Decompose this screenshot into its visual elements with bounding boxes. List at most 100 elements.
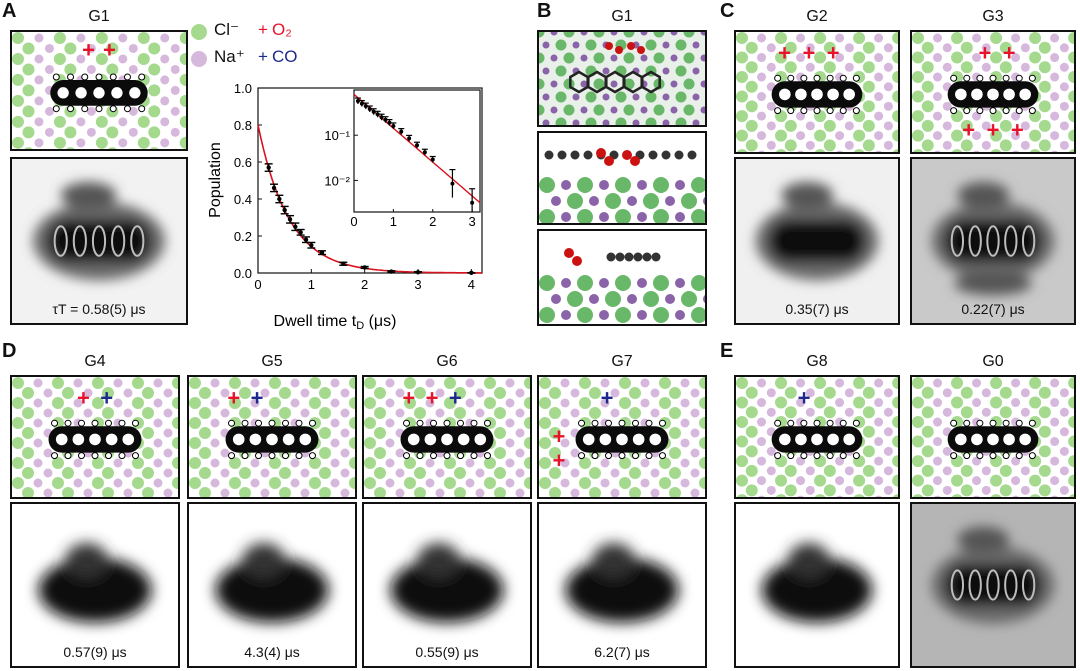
cl-ion bbox=[52, 377, 64, 389]
hydrogen-atom bbox=[416, 452, 424, 460]
y-tick-label: 0.0 bbox=[234, 266, 252, 281]
na-ion bbox=[690, 448, 700, 458]
carbon-atom bbox=[661, 150, 671, 160]
na-ion bbox=[34, 33, 44, 43]
inset-data-point bbox=[415, 143, 419, 148]
na-atom bbox=[572, 119, 580, 125]
cl-ion bbox=[179, 52, 186, 65]
na-ion bbox=[981, 43, 991, 53]
cl-ion bbox=[229, 457, 241, 469]
data-point bbox=[309, 243, 314, 248]
na-ion bbox=[570, 408, 580, 418]
cl-ion bbox=[102, 407, 114, 419]
cl-ion bbox=[589, 467, 601, 479]
cl-ion bbox=[892, 32, 898, 44]
cl-ion bbox=[951, 474, 964, 487]
cl-ion bbox=[53, 52, 66, 65]
na-ion bbox=[690, 468, 700, 478]
cl-ion bbox=[1038, 464, 1051, 477]
cl-ion bbox=[52, 397, 64, 409]
na-ion bbox=[680, 418, 690, 428]
cl-ion bbox=[912, 51, 924, 64]
cl-ion bbox=[669, 487, 681, 497]
cl-ion bbox=[142, 387, 154, 399]
na-ion bbox=[610, 408, 620, 418]
cl-ion bbox=[12, 32, 24, 44]
hydrogen-atom bbox=[295, 452, 303, 460]
na-atom bbox=[599, 310, 609, 320]
na-ion bbox=[874, 378, 884, 388]
cl-ion bbox=[921, 484, 934, 497]
cl-ion bbox=[494, 387, 506, 399]
na-ion bbox=[874, 53, 884, 63]
na-ion bbox=[210, 478, 220, 488]
ring-hole bbox=[987, 433, 999, 446]
na-ion bbox=[680, 478, 690, 488]
na-ion bbox=[805, 140, 815, 150]
hydrogen-atom bbox=[308, 452, 316, 460]
afm-blur-group bbox=[38, 542, 152, 623]
cl-ion bbox=[494, 427, 506, 439]
na-ion bbox=[170, 85, 180, 95]
na-ion bbox=[1059, 466, 1069, 476]
hydrogen-atom bbox=[839, 107, 847, 115]
na-ion bbox=[883, 466, 893, 476]
na-ion bbox=[163, 468, 173, 478]
legend-na: Na⁺ bbox=[214, 47, 245, 66]
cl-atom bbox=[691, 209, 705, 223]
na-ion bbox=[1050, 456, 1060, 466]
na-ion bbox=[610, 388, 620, 398]
data-point bbox=[415, 270, 421, 275]
na-ion bbox=[933, 33, 943, 43]
afm-ring bbox=[72, 225, 87, 257]
cl-atom bbox=[653, 275, 669, 291]
na-atom bbox=[580, 32, 588, 36]
cl-ion bbox=[179, 136, 186, 149]
na-ion bbox=[874, 131, 884, 141]
cl-ion bbox=[12, 377, 24, 389]
title-g1b: G1 bbox=[611, 8, 633, 25]
na-ion bbox=[43, 388, 53, 398]
cl-atom bbox=[623, 104, 635, 116]
hydrogen-atom bbox=[81, 105, 89, 113]
hydrogen-atom bbox=[1028, 419, 1036, 427]
hydrogen-atom bbox=[578, 419, 586, 427]
cl-ion bbox=[853, 396, 866, 409]
cl-ion bbox=[912, 416, 924, 429]
cl-ion bbox=[1068, 416, 1074, 429]
cl-ion bbox=[951, 32, 964, 44]
cl-ion bbox=[853, 149, 865, 152]
cl-ion bbox=[745, 464, 758, 477]
cl-ion bbox=[364, 377, 376, 389]
na-atom bbox=[627, 294, 637, 304]
cl-ion bbox=[539, 437, 551, 449]
data-point bbox=[282, 207, 287, 213]
cl-ion bbox=[64, 126, 77, 139]
caption-g7: 6.2(7) μs bbox=[594, 644, 650, 660]
cl-ion bbox=[52, 457, 64, 469]
ring-hole bbox=[474, 433, 487, 446]
ring-hole bbox=[72, 433, 85, 446]
na-ion bbox=[757, 476, 767, 486]
na-ion bbox=[340, 408, 350, 418]
na-ion bbox=[385, 478, 395, 488]
hydrogen-atom bbox=[631, 419, 639, 427]
na-ion bbox=[83, 468, 93, 478]
o2-marker-icon: + bbox=[426, 386, 439, 411]
hydrogen-atom bbox=[950, 74, 958, 82]
na-ion bbox=[766, 101, 776, 111]
hydrogen-atom bbox=[618, 452, 626, 460]
afm-ring bbox=[130, 225, 145, 257]
na-ion bbox=[650, 488, 660, 497]
na-ion bbox=[250, 398, 260, 408]
cl-ion bbox=[53, 115, 66, 128]
cl-ion bbox=[172, 417, 178, 429]
hydrogen-atom bbox=[950, 419, 958, 427]
inset-data-point bbox=[470, 200, 475, 205]
cl-ion bbox=[524, 377, 530, 389]
hydrogen-atom bbox=[787, 452, 795, 460]
hydrogen-atom bbox=[852, 107, 860, 115]
data-point bbox=[266, 165, 271, 170]
ring-hole bbox=[122, 433, 135, 446]
na-ion bbox=[942, 101, 952, 111]
